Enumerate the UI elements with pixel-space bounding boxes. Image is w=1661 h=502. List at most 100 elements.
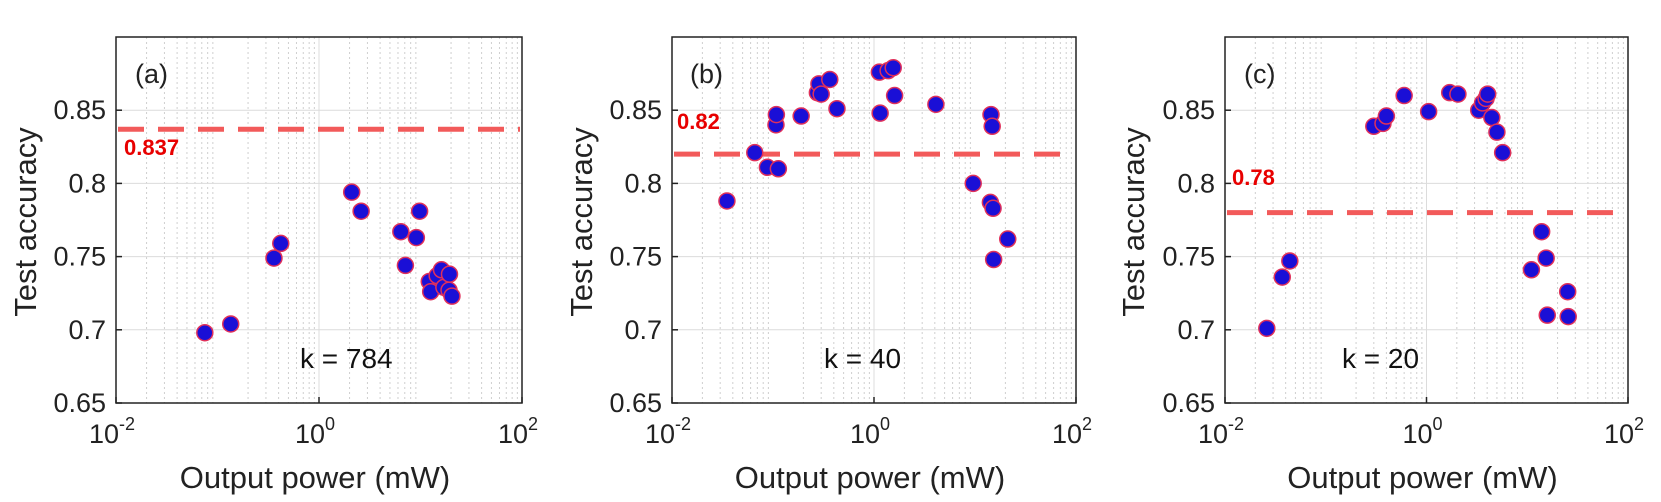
y-tick-label: 0.7 <box>624 315 662 345</box>
x-tick-label: 102 <box>1052 414 1092 449</box>
x-axis-label: Output power (mW) <box>180 460 450 495</box>
x-tick-exponent: 0 <box>325 414 335 434</box>
data-point <box>1395 86 1413 105</box>
x-tick-exponent: -2 <box>119 414 135 434</box>
threshold-label: 0.82 <box>677 109 720 134</box>
x-tick-exponent: 0 <box>880 414 890 434</box>
x-tick-base: 10 <box>850 419 880 449</box>
data-point <box>443 287 461 305</box>
data-point <box>1532 222 1551 241</box>
data-point <box>984 199 1002 218</box>
k-annotation: k = 40 <box>824 343 901 374</box>
x-tick-label: 100 <box>850 414 890 449</box>
data-point <box>1522 261 1541 279</box>
x-tick-exponent: -2 <box>1228 414 1244 434</box>
y-tick-label: 0.8 <box>68 168 106 198</box>
data-point <box>1281 252 1299 270</box>
panel-label: (c) <box>1244 59 1275 89</box>
data-point <box>1419 102 1438 121</box>
data-point <box>821 70 839 89</box>
data-point <box>718 192 736 210</box>
x-tick-base: 10 <box>1198 419 1228 449</box>
data-point <box>812 85 830 103</box>
x-tick-base: 10 <box>295 419 325 449</box>
y-tick-label: 0.7 <box>68 315 106 345</box>
data-point <box>1538 306 1557 324</box>
y-axis-label: Test accuracy <box>564 127 599 317</box>
data-point <box>1558 282 1577 301</box>
data-point <box>221 315 240 333</box>
y-axis-label: Test accuracy <box>8 127 43 317</box>
y-tick-label: 0.75 <box>609 242 662 272</box>
y-tick-label: 0.75 <box>53 242 106 272</box>
data-point <box>272 234 290 253</box>
x-tick-exponent: 2 <box>528 414 538 434</box>
data-point <box>392 222 410 241</box>
data-point <box>1483 108 1501 127</box>
data-point <box>1493 143 1512 162</box>
data-point <box>828 99 846 118</box>
x-tick-label: 10-2 <box>89 414 135 449</box>
y-axis-label: Test accuracy <box>1116 127 1151 317</box>
y-tick-label: 0.85 <box>1162 95 1215 125</box>
y-tick-label: 0.65 <box>609 388 662 418</box>
x-tick-base: 10 <box>1604 419 1634 449</box>
x-tick-base: 10 <box>498 419 528 449</box>
data-point <box>265 249 283 267</box>
x-tick-exponent: 0 <box>1433 414 1443 434</box>
data-point <box>1488 123 1506 141</box>
x-tick-base: 10 <box>1052 419 1082 449</box>
data-point <box>1377 107 1396 125</box>
data-point <box>1258 319 1276 338</box>
k-annotation: k = 20 <box>1342 343 1419 374</box>
x-tick-label: 10-2 <box>1198 414 1244 449</box>
y-tick-label: 0.8 <box>1177 168 1215 198</box>
data-point <box>1537 249 1555 267</box>
x-tick-label: 10-2 <box>645 414 691 449</box>
x-tick-exponent: 2 <box>1634 414 1644 434</box>
data-point <box>352 202 370 220</box>
data-point <box>769 160 788 178</box>
y-tick-label: 0.65 <box>1162 388 1215 418</box>
panel-label: (a) <box>135 59 168 89</box>
x-tick-label: 100 <box>1402 414 1442 449</box>
y-tick-label: 0.7 <box>1177 315 1215 345</box>
threshold-label: 0.78 <box>1232 165 1275 190</box>
x-tick-label: 102 <box>1604 414 1644 449</box>
x-axis-label: Output power (mW) <box>1287 460 1557 495</box>
data-point <box>983 117 1001 136</box>
data-point <box>1559 307 1577 326</box>
threshold-label: 0.837 <box>124 135 179 160</box>
data-point <box>999 230 1017 248</box>
data-point <box>1449 85 1467 103</box>
data-point <box>746 143 764 162</box>
y-tick-label: 0.85 <box>53 95 106 125</box>
data-point <box>871 104 889 122</box>
data-point <box>792 107 810 125</box>
x-tick-base: 10 <box>1402 419 1432 449</box>
x-tick-label: 102 <box>498 414 538 449</box>
x-axis-label: Output power (mW) <box>735 460 1005 495</box>
y-tick-label: 0.85 <box>609 95 662 125</box>
data-point <box>342 183 361 201</box>
y-tick-label: 0.75 <box>1162 242 1215 272</box>
data-point <box>964 174 982 193</box>
data-point <box>767 105 786 124</box>
k-annotation: k = 784 <box>300 343 393 374</box>
panel-label: (b) <box>690 59 723 89</box>
data-point <box>407 228 426 247</box>
x-tick-exponent: -2 <box>675 414 691 434</box>
data-point <box>196 323 214 342</box>
data-point <box>396 256 415 275</box>
data-point <box>984 250 1003 269</box>
data-point <box>885 86 904 105</box>
data-point <box>1273 268 1291 286</box>
data-point <box>927 95 945 114</box>
data-point <box>410 202 429 220</box>
x-tick-exponent: 2 <box>1082 414 1092 434</box>
y-tick-label: 0.8 <box>624 168 662 198</box>
